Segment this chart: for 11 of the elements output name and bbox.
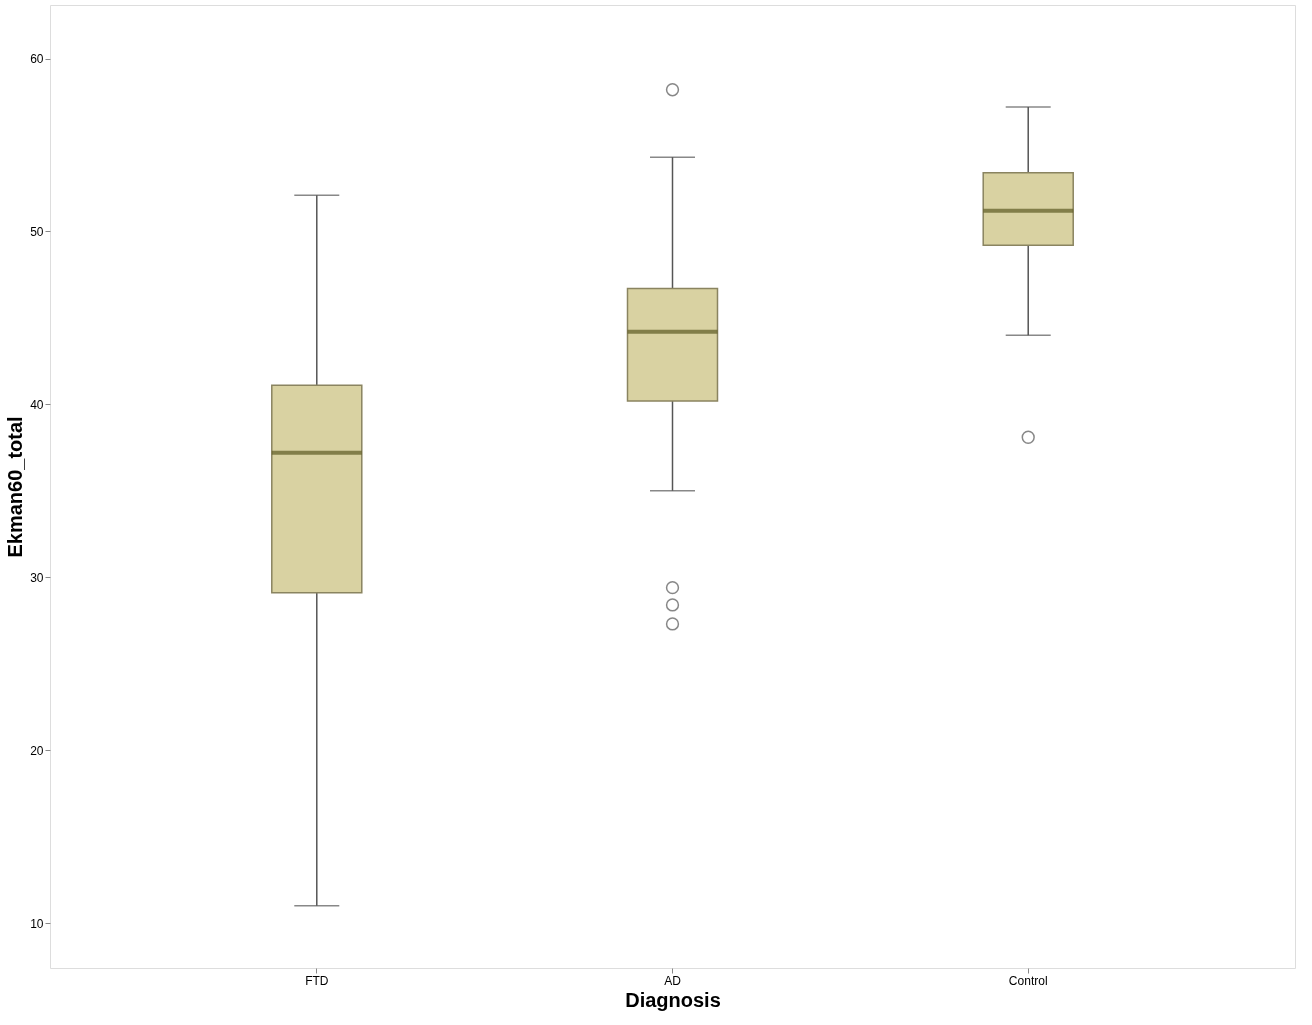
x-tick-label: FTD bbox=[305, 973, 329, 988]
y-tick-label: 10 bbox=[30, 916, 44, 931]
y-axis-title: Ekman60_total bbox=[4, 416, 27, 558]
x-axis-title: Diagnosis bbox=[625, 988, 721, 1011]
y-tick-label: 60 bbox=[30, 52, 44, 67]
y-tick-label: 40 bbox=[30, 397, 44, 412]
y-tick-label: 30 bbox=[30, 570, 44, 585]
x-tick-label: AD bbox=[664, 973, 682, 988]
x-tick-label: Control bbox=[1008, 973, 1048, 988]
y-tick-label: 20 bbox=[30, 743, 44, 758]
y-tick-label: 50 bbox=[30, 224, 44, 239]
